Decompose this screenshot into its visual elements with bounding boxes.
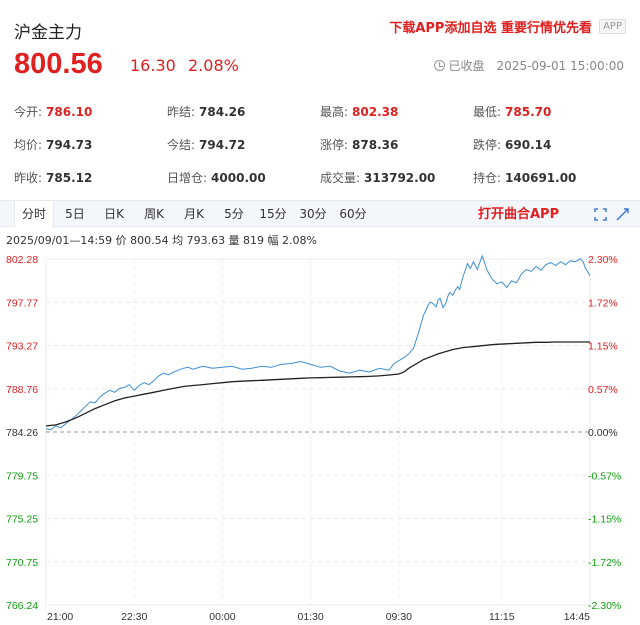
pct-tick-label: 1.72% [588,297,618,309]
quote-datetime: 2025-09-01 15:00:00 [496,58,624,73]
pct-tick-label: 0.57% [588,384,618,396]
pct-tick-label: -1.15% [588,514,621,526]
stat-cell: 日增仓: 4000.00 [167,169,320,186]
y-tick-label: 793.27 [6,341,38,353]
pct-tick-label: -2.30% [588,600,621,612]
pct-tick-label: 0.00% [588,427,618,439]
tab-4[interactable]: 月K [184,207,204,221]
stat-value: 785.70 [505,105,552,119]
stat-label: 昨结: [167,105,196,119]
stat-label: 涨停: [320,138,349,152]
price-series-line [45,254,591,431]
x-tick-label: 00:00 [209,611,235,623]
y-tick-label: 797.77 [6,297,38,309]
stat-cell: 今结: 794.72 [167,136,320,153]
stat-value: 690.14 [505,138,552,152]
y-tick-label: 788.76 [6,384,38,396]
stats-row: 昨收: 785.12 日增仓: 4000.00 成交量: 313792.00 持仓: 1406… [14,161,626,194]
stats-grid: 今开: 786.10 昨结: 784.26 最高: 802.38 最低: 785.70 均价: 7… [14,95,626,194]
y-tick-label: 779.75 [6,470,38,482]
stat-label: 均价: [14,138,43,152]
settings-icon[interactable] [616,208,629,221]
pct-tick-label: 2.30% [588,254,618,266]
stat-value: 878.36 [352,138,399,152]
price-change: 16.30 [130,56,176,75]
stat-label: 跌停: [473,138,502,152]
stat-cell: 最低: 785.70 [473,103,626,120]
open-app-button[interactable]: 打开曲合APP [478,207,560,222]
stat-label: 最高: [320,105,349,119]
x-tick-label: 09:30 [386,611,412,623]
x-tick-label: 11:15 [489,611,515,623]
stat-label: 成交量: [320,171,361,185]
tab-5[interactable]: 5分 [224,207,244,221]
stat-cell: 跌停: 690.14 [473,136,626,153]
x-tick-label: 14:45 [564,611,590,623]
clock-icon [433,60,445,71]
stat-label: 今结: [167,138,196,152]
intraday-chart[interactable]: 802.28 2.30% 797.77 1.72% 793.27 1.15% 788.76 0… [0,250,640,625]
fullscreen-icon[interactable] [594,208,607,221]
x-tick-label: 21:00 [47,611,73,623]
y-tick-label: 784.26 [6,427,38,439]
stat-cell: 昨收: 785.12 [14,169,167,186]
stat-value: 140691.00 [505,171,577,185]
stat-label: 今开: [14,105,43,119]
pct-tick-label: 1.15% [588,341,618,353]
stat-cell: 今开: 786.10 [14,103,167,120]
price-change-percent: 2.08% [188,56,239,75]
stat-value: 313792.00 [364,171,436,185]
y-tick-label: 770.75 [6,557,38,569]
cursor-info-readout: 2025/09/01—14:59 价 800.54 均 793.63 量 819… [6,234,317,247]
tab-2[interactable]: 日K [104,207,124,221]
y-tick-label: 766.24 [6,600,38,612]
stat-label: 日增仓: [167,171,208,185]
stat-label: 持仓: [473,171,502,185]
stat-label: 最低: [473,105,502,119]
x-tick-label: 22:30 [121,611,147,623]
y-tick-label: 802.28 [6,254,38,266]
app-badge[interactable]: APP [599,19,626,34]
tab-7[interactable]: 30分 [299,207,327,221]
stat-cell: 昨结: 784.26 [167,103,320,120]
stat-cell: 均价: 794.73 [14,136,167,153]
stat-value: 794.73 [46,138,93,152]
y-tick-label: 775.25 [6,514,38,526]
stat-value: 802.38 [352,105,399,119]
last-price: 800.56 [14,48,103,80]
tab-1[interactable]: 5日 [65,207,85,221]
download-app-promo-link[interactable]: 下载APP添加自选 重要行情优先看 [389,21,592,36]
stat-cell: 持仓: 140691.00 [473,169,626,186]
tab-8[interactable]: 60分 [339,207,367,221]
pct-tick-label: -0.57% [588,470,621,482]
period-tab-bar: 打开曲合APP 分时 5日 日K 周K 月K 5分 15分 30分 60分 [0,200,640,228]
stat-label: 昨收: [14,171,43,185]
stat-value: 784.26 [199,105,246,119]
instrument-title: 沪金主力 [14,23,82,43]
stat-cell: 成交量: 313792.00 [320,169,473,186]
pct-tick-label: -1.72% [588,557,621,569]
stats-row: 均价: 794.73 今结: 794.72 涨停: 878.36 跌停: 690.14 [14,128,626,161]
stats-row: 今开: 786.10 昨结: 784.26 最高: 802.38 最低: 785.70 [14,95,626,128]
stat-cell: 涨停: 878.36 [320,136,473,153]
stat-value: 785.12 [46,171,93,185]
stat-value: 4000.00 [211,171,266,185]
market-status-label: 已收盘 [448,59,485,73]
stat-value: 786.10 [46,105,93,119]
average-series-line [45,341,590,427]
tab-6[interactable]: 15分 [259,207,287,221]
market-status: 已收盘 2025-09-01 15:00:00 [433,57,624,74]
stat-cell: 最高: 802.38 [320,103,473,120]
tab-3[interactable]: 周K [144,207,164,221]
x-tick-label: 01:30 [298,611,324,623]
stat-value: 794.72 [199,138,246,152]
tab-0[interactable]: 分时 [14,201,54,228]
